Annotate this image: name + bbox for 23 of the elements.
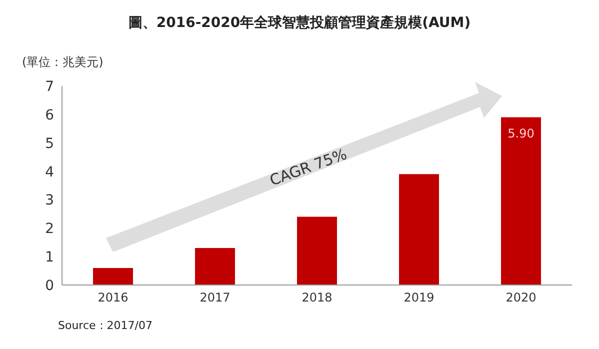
x-tick-label: 2020 [506, 290, 536, 305]
y-tick-label: 0 [45, 278, 54, 294]
annotation: CAGR 75% [267, 145, 350, 190]
data-label: 5.90 [508, 126, 534, 140]
x-tick-label: 2017 [200, 290, 230, 305]
bar [93, 268, 133, 285]
y-tick-label: 7 [45, 78, 54, 95]
y-tick-label: 3 [45, 192, 54, 209]
x-tick-label: 2019 [404, 290, 434, 305]
chart-title: 圖、2016-2020年全球智慧投顧管理資產規模(AUM) [127, 14, 472, 32]
x-tick-label: 2016 [98, 290, 128, 305]
y-tick-label: 1 [45, 250, 54, 266]
y-tick-label: 5 [45, 136, 54, 152]
y-tick-label: 4 [45, 164, 54, 180]
y-axis-title: (單位：兆美元) [22, 54, 104, 71]
bar [399, 174, 439, 285]
source-note: Source：2017/07 [58, 318, 152, 333]
bar [297, 216, 337, 285]
y-tick-label: 6 [45, 107, 54, 124]
bar [195, 248, 235, 285]
y-tick-label: 2 [45, 221, 54, 238]
bar [501, 117, 541, 285]
x-tick-label: 2018 [302, 290, 332, 305]
